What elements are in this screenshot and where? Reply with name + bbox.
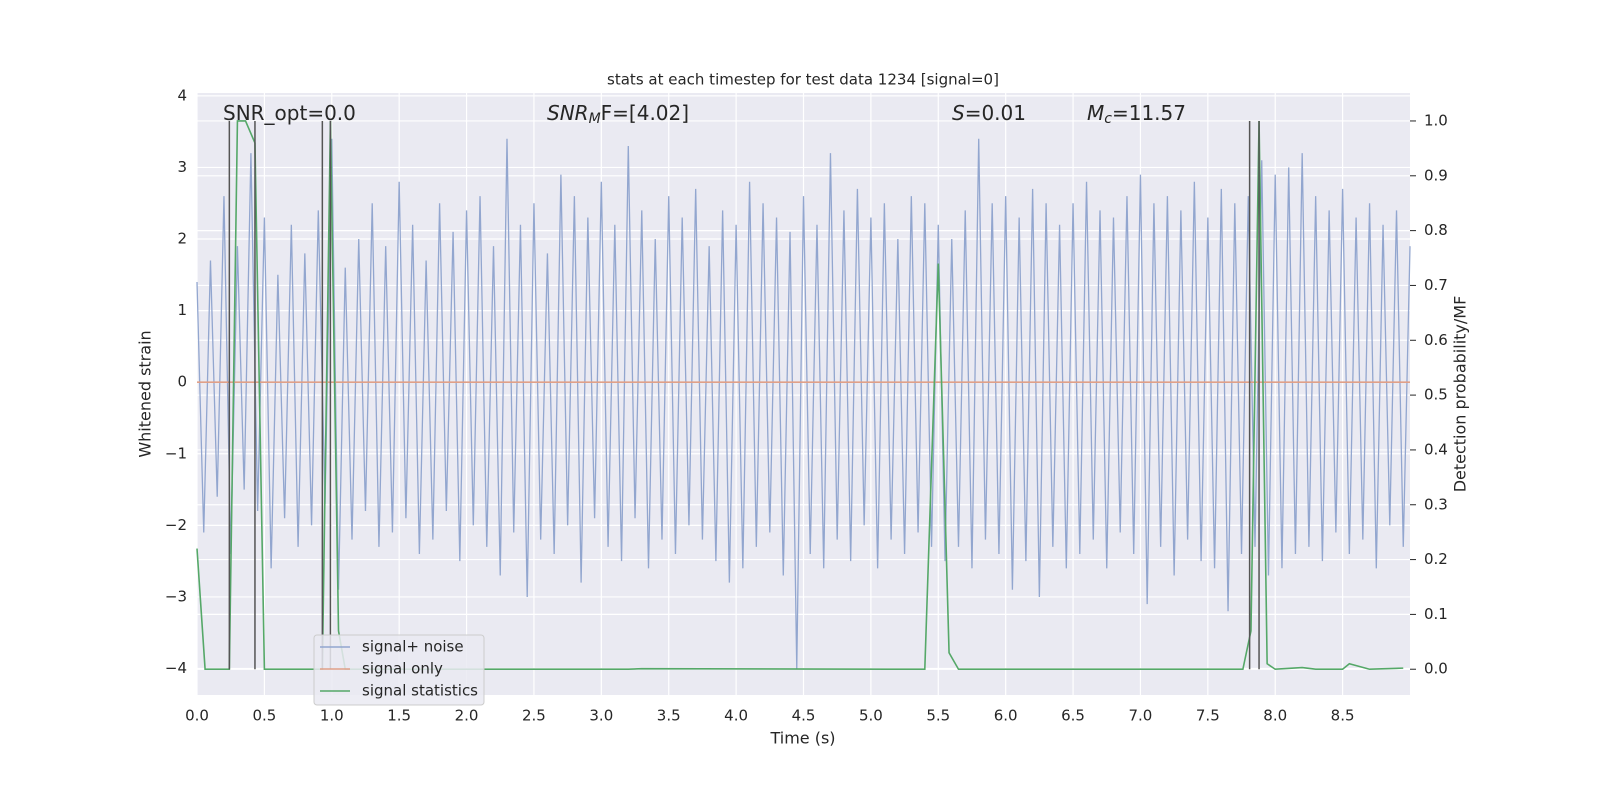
annotation-base: SNR — [547, 101, 589, 125]
y2-tick-label: 0.3 — [1424, 495, 1448, 513]
y-tick-label: 4 — [177, 86, 187, 104]
chart-title: stats at each timestep for test data 123… — [607, 71, 999, 89]
x-tick-label: 0.5 — [252, 707, 276, 725]
legend-label: signal only — [362, 660, 443, 678]
y2-tick-label: 0.7 — [1424, 276, 1448, 294]
series-line — [196, 120, 1404, 671]
y2-axis-label: Detection probability/MF — [1451, 296, 1470, 493]
annotation-rest: =0.01 — [965, 101, 1026, 125]
x-tick-label: 2.5 — [522, 707, 546, 725]
x-axis-label: Time (s) — [769, 729, 835, 748]
annotation: Mc=11.57 — [1087, 101, 1186, 128]
annotation: SNR_opt=0.0 — [223, 101, 356, 125]
x-tick-label: 5.5 — [926, 707, 950, 725]
series-line — [196, 138, 1411, 669]
y2-tick-label: 0.1 — [1424, 605, 1448, 623]
x-tick-label: 8.5 — [1331, 707, 1355, 725]
y-tick-label: 3 — [177, 158, 187, 176]
annotation-sub: M — [589, 111, 601, 127]
x-tick-label: 2.0 — [455, 707, 479, 725]
legend: signal+ noise signal only signal statistic… — [313, 634, 485, 706]
y-tick-label: 2 — [177, 230, 187, 248]
annotation-sub: c — [1104, 111, 1112, 127]
annotation-base: S — [952, 101, 965, 125]
y2-tick-label: 0.9 — [1424, 166, 1448, 184]
annotation-rest: F=[4.02] — [601, 101, 689, 125]
y-tick-label: 1 — [177, 301, 187, 319]
x-tick-label: 4.0 — [724, 707, 748, 725]
annotation-text: SNR_opt=0.0 — [223, 101, 356, 125]
x-tick-label: 4.5 — [792, 707, 816, 725]
x-tick-label: 8.0 — [1263, 707, 1287, 725]
y-axis-label: Whitened strain — [136, 330, 155, 457]
annotation: S=0.01 — [952, 101, 1026, 125]
x-tick-label: 0.0 — [185, 707, 209, 725]
annotation: SNRMF=[4.02] — [547, 101, 689, 128]
y-tick-label: 0 — [177, 373, 187, 391]
annotation-rest: =11.57 — [1112, 101, 1186, 125]
x-tick-label: 6.5 — [1061, 707, 1085, 725]
y2-tick-label: 0.4 — [1424, 440, 1448, 458]
x-tick-label: 6.0 — [994, 707, 1018, 725]
y2-tick-label: 0.2 — [1424, 550, 1448, 568]
x-tick-label: 3.0 — [589, 707, 613, 725]
x-tick-label: 1.0 — [320, 707, 344, 725]
legend-label: signal+ noise — [362, 638, 464, 656]
y-tick-label: −1 — [165, 444, 187, 462]
y2-tick-label: 1.0 — [1424, 111, 1448, 129]
x-tick-label: 7.5 — [1196, 707, 1220, 725]
y-tick-label: −2 — [165, 516, 187, 534]
y2-tick-label: 0.6 — [1424, 331, 1448, 349]
y2-tick-label: 0.8 — [1424, 221, 1448, 239]
x-tick-label: 1.5 — [387, 707, 411, 725]
y2-tick-label: 0.0 — [1424, 660, 1448, 678]
x-tick-label: 3.5 — [657, 707, 681, 725]
legend-box — [313, 634, 485, 706]
annotation-base: M — [1087, 101, 1104, 125]
x-tick-label: 5.0 — [859, 707, 883, 725]
y-tick-label: −3 — [165, 587, 187, 605]
y-tick-label: −4 — [165, 659, 187, 677]
legend-label: signal statistics — [362, 682, 478, 700]
y2-tick-label: 0.5 — [1424, 386, 1448, 404]
x-tick-label: 7.0 — [1129, 707, 1153, 725]
